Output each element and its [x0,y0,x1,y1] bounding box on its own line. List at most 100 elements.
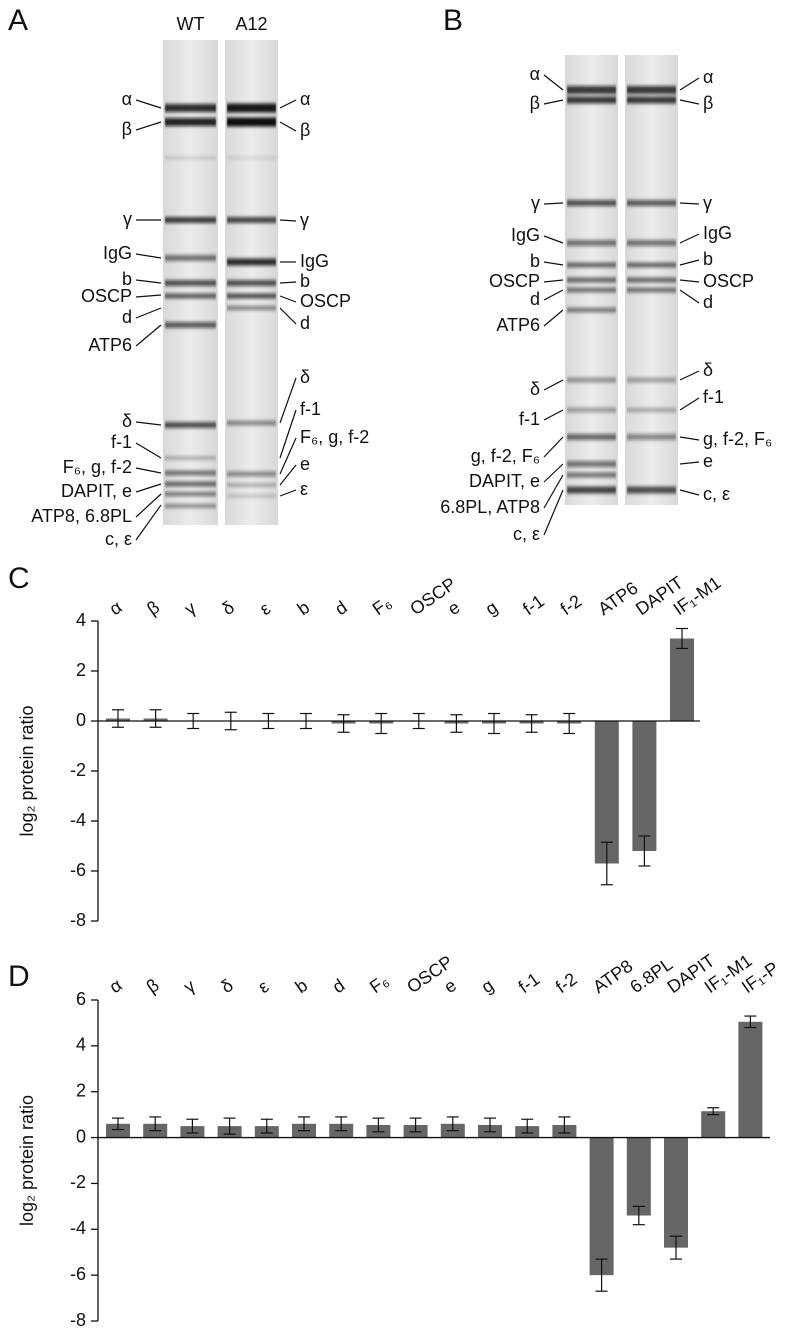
band-label: b [703,249,713,269]
gel-band [567,96,616,104]
leader-line [679,461,700,465]
leader-line [135,504,162,541]
leader-line [679,233,700,244]
band-label: g, f-2, F₆ [703,429,772,449]
band-label: b [530,251,540,271]
gel-band [227,471,276,477]
leader-line [679,279,700,283]
bar [664,1137,688,1248]
x-tick-label: α [106,597,126,619]
gel-band [567,262,616,268]
leader-line [679,99,700,105]
band-label: c, ε [105,529,132,549]
error-bar [337,714,350,733]
gel-band [165,504,216,508]
y-tick-label: 4 [76,610,86,630]
gel-band [227,117,276,127]
x-tick-label: δ [218,597,238,619]
band-label: DAPIT, e [61,481,132,501]
gel-band [165,156,216,160]
error-bar [521,1118,534,1134]
gel-band [567,287,616,293]
band-label: α [703,67,713,87]
gel-band [227,156,276,160]
gel-band [627,96,676,104]
x-tick-label: ε [254,976,272,997]
leader-line [679,77,700,91]
leader-line [135,467,162,474]
leader-line [543,74,564,91]
panel-letter: D [8,960,30,993]
error-bar [409,1117,422,1133]
y-tick-label: 0 [76,1126,86,1146]
band-label: α [122,89,132,109]
bar [670,638,694,721]
y-tick-label: -6 [70,1264,86,1284]
gel-band [627,407,676,413]
gel-band [567,277,616,283]
gel-band [165,481,216,487]
x-tick-label: d [329,975,349,997]
leader-line [279,281,297,284]
lane-label: WT [177,14,205,34]
x-tick-label: ATP8 [589,956,636,997]
gel-band [227,306,276,310]
band-label: OSCP [300,291,351,311]
band-label: f-1 [519,409,540,429]
gel-band [227,280,276,286]
band-label: β [122,119,132,139]
gel-band [627,486,676,494]
leader-line [543,261,564,266]
leader-line [279,307,297,325]
x-tick-label: e [444,597,464,619]
gel-band [165,470,216,476]
band-label: DAPIT, e [469,471,540,491]
y-axis-label: log₂ protein ratio [17,1095,37,1226]
bar [632,721,657,851]
leader-line [135,442,162,459]
leader-line [135,324,162,347]
leader-line [135,253,162,259]
leader-line [543,379,564,391]
band-label: c, ε [703,484,730,504]
error-bar [186,1118,199,1134]
x-tick-label: f-2 [552,969,581,997]
band-label: IgG [103,243,132,263]
error-bar [670,1235,682,1260]
band-label: f-1 [111,432,132,452]
gel-band [165,456,216,460]
x-tick-label: e [440,975,460,997]
band-label: c, ε [513,524,540,544]
band-label: ATP8, 6.8PL [31,506,132,526]
band-label: β [703,93,713,113]
error-bar [149,1116,162,1132]
y-tick-label: 6 [76,989,86,1009]
leader-line [279,99,297,109]
error-bar [112,1117,124,1131]
error-bar [488,712,500,735]
y-tick-label: 2 [76,660,86,680]
band-label: α [300,89,310,109]
band-label: 6.8PL, ATP8 [440,497,540,517]
gel-band [627,377,676,383]
lane-label: A12 [235,14,267,34]
band-label: f-1 [703,387,724,407]
gel-band [567,86,616,94]
error-bar [558,1116,571,1134]
band-label: b [300,271,310,291]
error-bar [223,1117,236,1135]
panel-letter: C [8,562,30,595]
leader-line [679,370,700,381]
x-tick-label: ATP6 [594,578,641,619]
gel-band [227,258,276,266]
gel-band [227,494,276,498]
x-tick-label: α [106,975,126,997]
error-bar [744,1015,757,1029]
band-label: F₆, g, f-2 [300,427,369,447]
y-tick-label: 4 [76,1035,86,1055]
leader-line [543,436,564,458]
y-tick-label: -4 [70,1218,86,1238]
leader-line [135,279,162,284]
